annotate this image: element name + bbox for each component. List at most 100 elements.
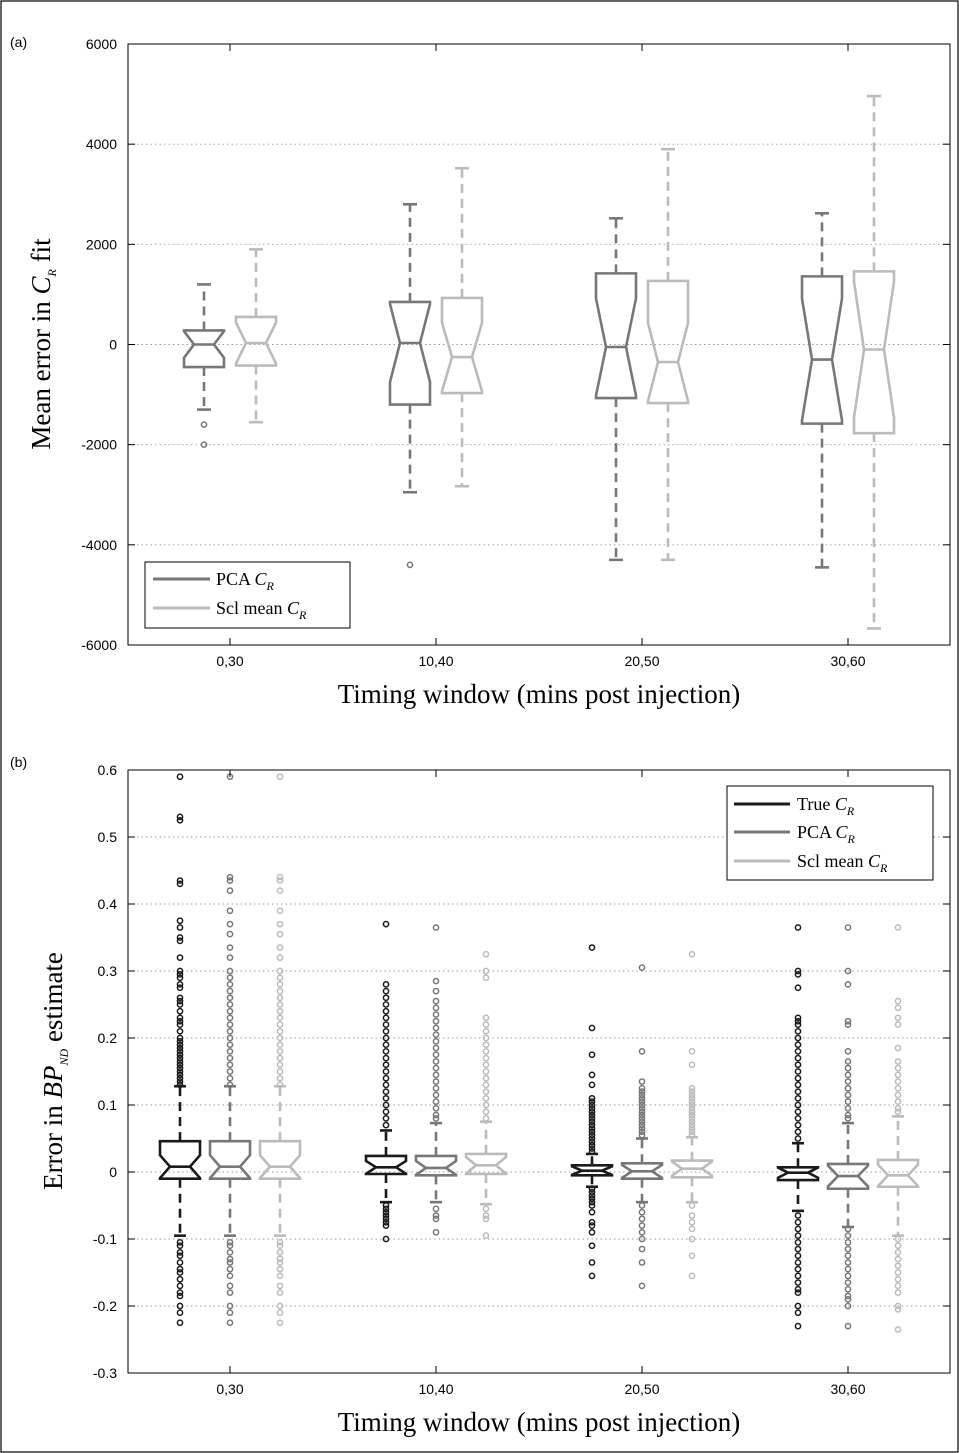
outlier-point — [894, 1306, 902, 1313]
outlier-point — [588, 1202, 596, 1209]
outlier-point — [844, 1245, 852, 1253]
outlier-point — [688, 1115, 696, 1122]
y-tick-label: 6000 — [86, 36, 117, 52]
outlier-point — [176, 984, 184, 992]
outlier-point — [226, 1319, 234, 1327]
y-tick-label: 0.6 — [98, 762, 118, 778]
outlier-point — [176, 1071, 184, 1079]
outlier-point — [482, 967, 490, 975]
outlier-point — [226, 1061, 234, 1069]
outlier-point — [382, 1208, 390, 1216]
outlier-point — [382, 1212, 390, 1219]
outlier-point — [176, 1242, 184, 1250]
outlier-point — [176, 997, 184, 1005]
outlier-point — [432, 1091, 440, 1099]
outlier-point — [844, 1115, 852, 1122]
outlier-point — [276, 1265, 284, 1273]
outlier-point — [482, 1034, 490, 1042]
outlier-point — [894, 1242, 902, 1250]
outlier-point — [588, 1222, 596, 1229]
outlier-point — [794, 1081, 802, 1089]
outlier-point — [794, 1135, 802, 1142]
outlier-point — [588, 1135, 596, 1142]
outlier-point — [482, 1232, 490, 1240]
outlier-point — [688, 1088, 696, 1095]
outlier-point — [688, 1084, 696, 1092]
notched-box — [464, 1152, 508, 1176]
outlier-point — [588, 1228, 596, 1236]
outlier-point — [794, 1048, 802, 1055]
outlier-point — [588, 1115, 596, 1122]
outlier-point — [226, 1309, 234, 1317]
outlier-point — [226, 1054, 234, 1062]
outlier-point — [276, 877, 284, 884]
y-tick-label: 0.2 — [98, 1030, 118, 1046]
outlier-point — [638, 1245, 646, 1253]
outlier-point — [276, 974, 284, 982]
outlier-point — [382, 1202, 390, 1209]
outlier-point — [844, 1322, 852, 1330]
outlier-point — [226, 1242, 234, 1250]
outlier-point — [588, 1081, 596, 1089]
outlier-point — [688, 1128, 696, 1136]
outlier-point — [276, 1054, 284, 1062]
y-tick-label: -4000 — [81, 537, 117, 553]
outlier-point — [276, 1068, 284, 1075]
outlier-point — [382, 981, 390, 988]
outlier-point — [794, 1289, 802, 1296]
box-plot — [440, 166, 484, 488]
outlier-point — [688, 1225, 696, 1233]
box-plot — [234, 248, 278, 424]
outlier-point — [176, 1265, 184, 1273]
outlier-point — [638, 1105, 646, 1112]
x-tick-label: 0,30 — [216, 1381, 243, 1397]
notched-box — [440, 296, 484, 395]
outlier-point — [794, 1265, 802, 1273]
panel-b: (b) 0.6 0.5 0.4 0.3 0.2 0.1 0 -0.1 -0.2 -0.3 0,30 1… — [10, 754, 951, 1437]
notched-box — [646, 279, 690, 405]
outlier-point — [588, 1024, 596, 1032]
outlier-point — [844, 924, 852, 931]
outlier-point — [226, 1289, 234, 1296]
outlier-point — [894, 1004, 902, 1012]
outlier-point — [794, 967, 802, 975]
outlier-point — [176, 1041, 184, 1049]
outlier-point — [176, 1309, 184, 1317]
outlier-point — [794, 1121, 802, 1129]
outlier-point — [638, 1222, 646, 1229]
outlier-point — [276, 994, 284, 1002]
box-plot — [852, 94, 896, 630]
outlier-point — [382, 1027, 390, 1035]
outlier-point — [844, 1017, 852, 1025]
x-tick-label: 0,30 — [216, 653, 243, 669]
outlier-point — [382, 1115, 390, 1122]
outlier-point — [588, 1051, 596, 1059]
outlier-point — [588, 1188, 596, 1196]
y-tick-label: -0.1 — [93, 1231, 117, 1247]
outlier-point — [638, 1235, 646, 1243]
outlier-point — [382, 1021, 390, 1028]
outlier-point — [382, 1205, 390, 1213]
outlier-point — [200, 441, 208, 449]
x-tick-label: 20,50 — [624, 1381, 659, 1397]
outlier-point — [382, 1235, 390, 1243]
outlier-point — [638, 1088, 646, 1095]
outlier-point — [226, 1007, 234, 1015]
outlier-point — [482, 950, 490, 958]
outlier-point — [894, 924, 902, 931]
box-plot — [364, 920, 408, 1243]
box-plot — [388, 202, 432, 569]
y-tick-label: 0 — [109, 337, 117, 353]
notched-box — [826, 1162, 870, 1191]
outlier-point — [276, 1081, 284, 1089]
outlier-point — [226, 1259, 234, 1266]
outlier-point — [382, 1094, 390, 1102]
notched-box — [364, 1154, 408, 1176]
outlier-point — [226, 877, 234, 884]
outlier-point — [432, 1111, 440, 1119]
outlier-point — [226, 994, 234, 1002]
outlier-point — [794, 971, 802, 978]
notched-box — [776, 1166, 820, 1182]
outlier-point — [226, 1041, 234, 1049]
outlier-point — [276, 930, 284, 938]
